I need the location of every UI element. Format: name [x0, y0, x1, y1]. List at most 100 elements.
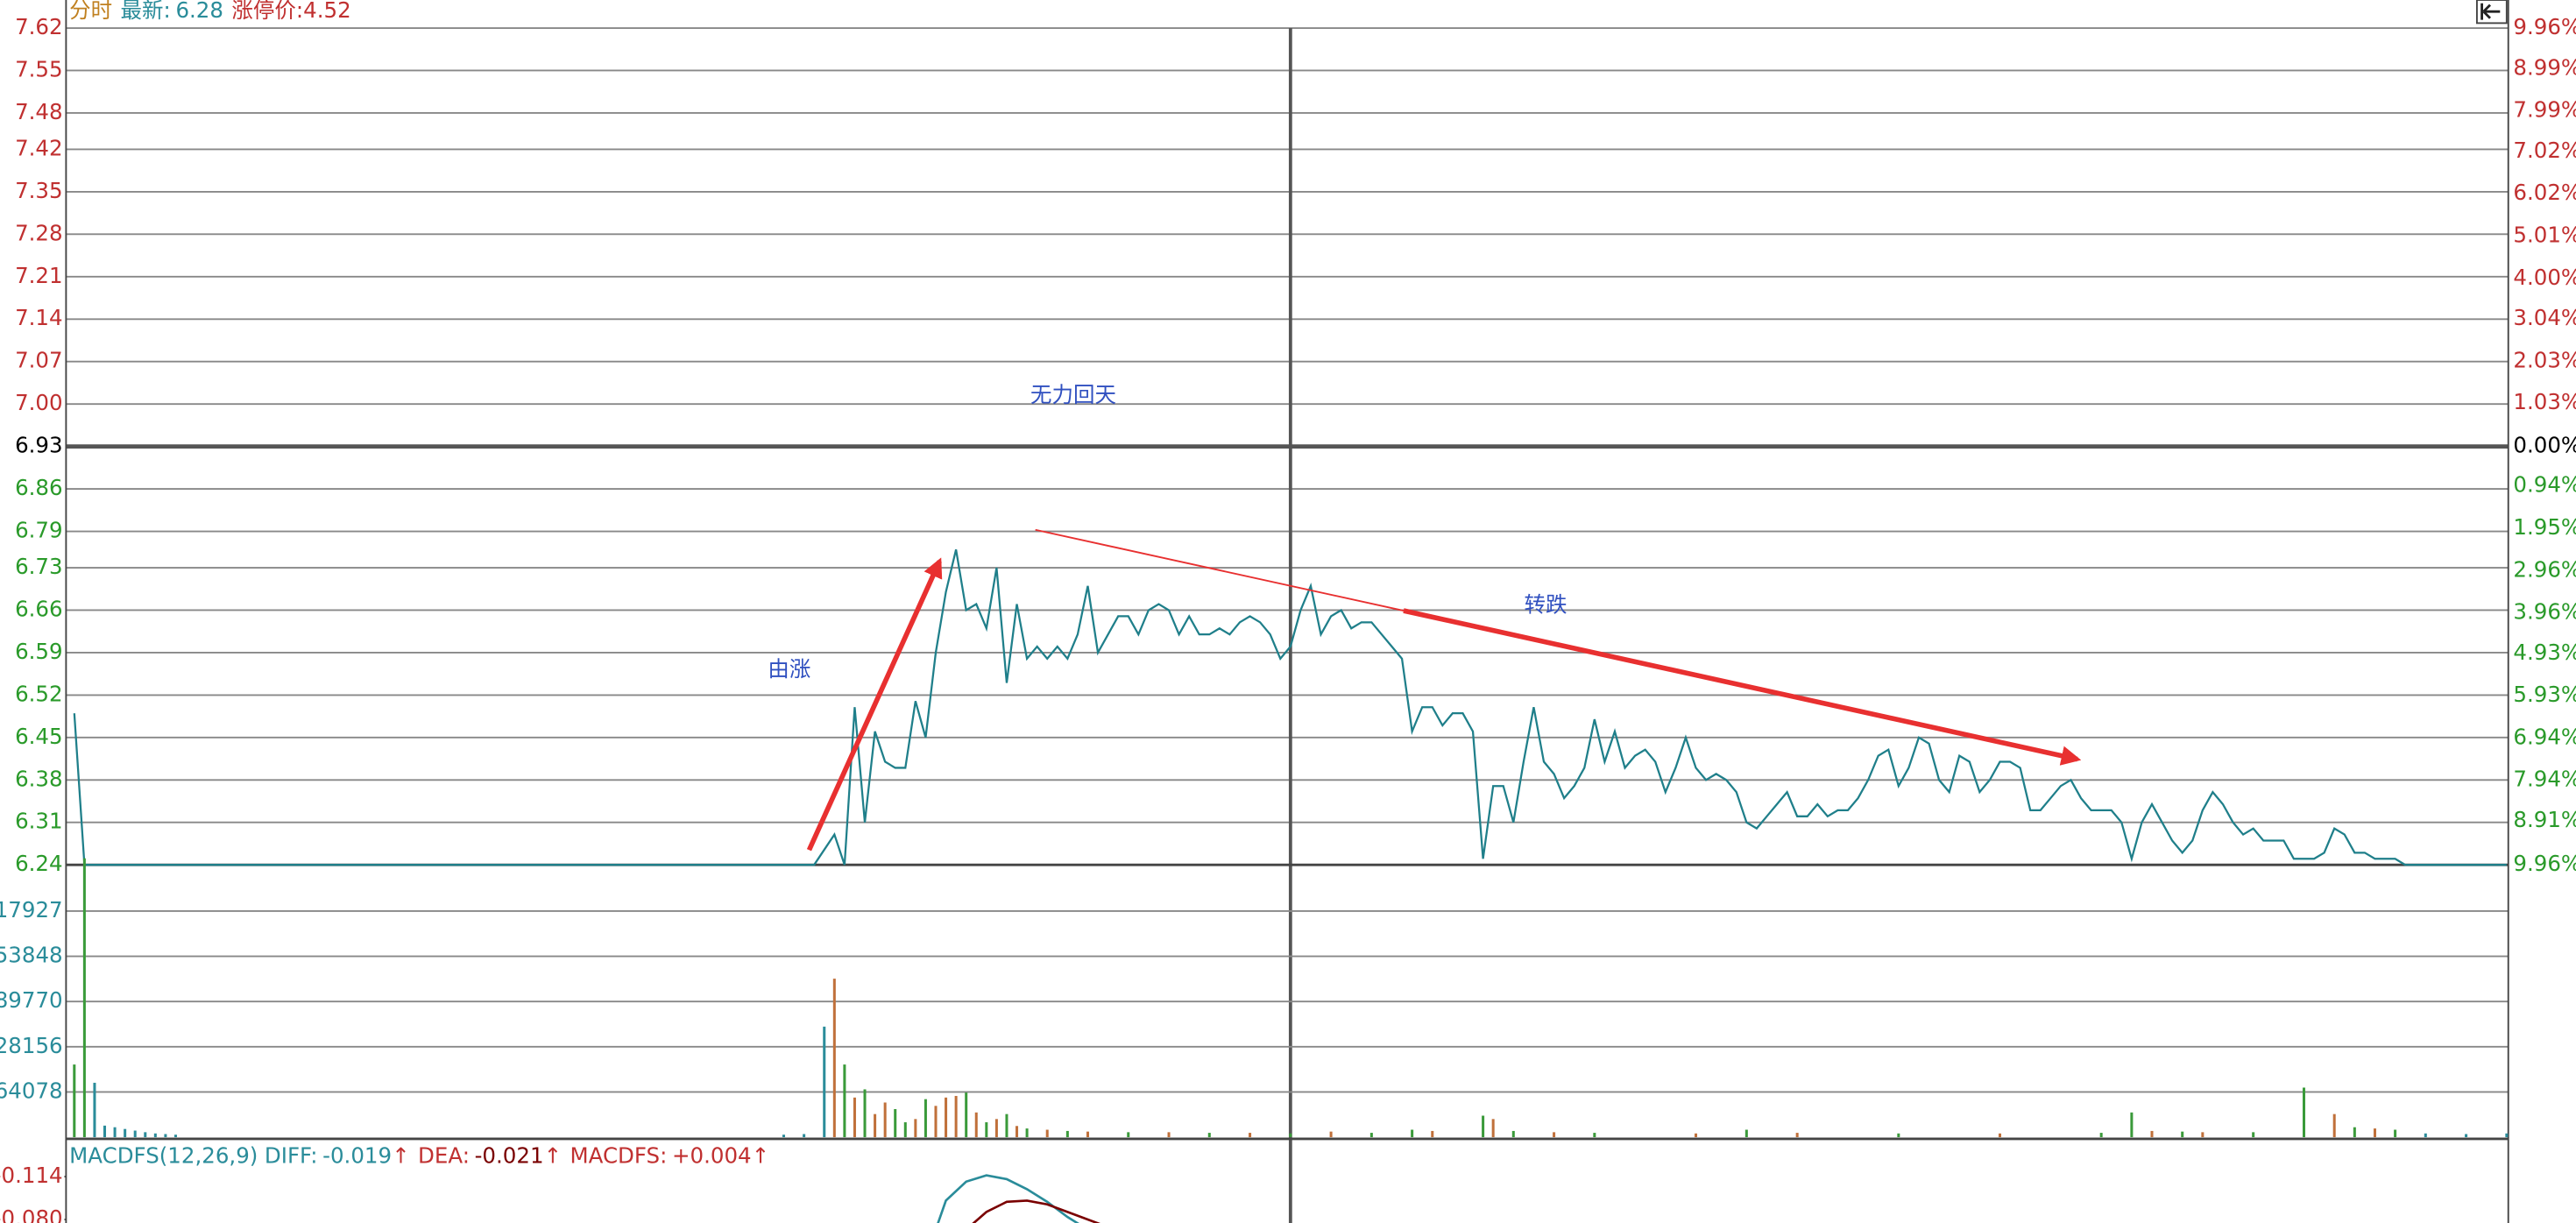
y-tick-label: 6.38 [15, 766, 63, 791]
volume-bar [1086, 1131, 1089, 1138]
limit-value: 4.52 [303, 0, 351, 23]
volume-bar [1593, 1133, 1596, 1138]
y-tick-label: 6.52 [15, 681, 63, 706]
y2-tick-label: 5.01% [2513, 222, 2576, 247]
y2-tick-label: 6.02% [2513, 180, 2576, 205]
volume-bar [1482, 1115, 1485, 1138]
annotation-arrow [1403, 608, 2082, 766]
macd-tick-label: -0.080 [0, 1205, 63, 1223]
y2-tick-label: 9.96% [2513, 14, 2576, 39]
volume-bar [144, 1132, 147, 1138]
volume-bar [2505, 1133, 2509, 1138]
volume-bar [903, 1122, 907, 1138]
volume-bar [1431, 1130, 1434, 1138]
macd-lines [937, 1174, 1100, 1223]
volume-bar [1016, 1126, 1019, 1138]
volume-bar [1491, 1119, 1495, 1138]
marks [73, 549, 2509, 1223]
volume-bar [924, 1099, 927, 1138]
y-tick-label: 6.31 [15, 809, 63, 834]
volume-bar [1553, 1132, 1556, 1138]
volume-bar [1511, 1130, 1515, 1138]
y-tick-label: 7.35 [15, 178, 63, 203]
volume-bar [2130, 1112, 2134, 1138]
header: 分时 最新: 6.28 涨停价:4.52 [69, 0, 351, 23]
macd-line [972, 1199, 1100, 1223]
y-tick-label: 7.62 [15, 14, 63, 39]
y-tick-label: 6.59 [15, 639, 63, 664]
volume-bar [1795, 1133, 1799, 1138]
volume-bar [1744, 1129, 1748, 1138]
collapse-icon-glyph [2480, 3, 2501, 20]
volume-bar [934, 1106, 938, 1138]
y2-tick-label: 2.96% [2513, 557, 2576, 583]
volume-bar [2303, 1087, 2306, 1138]
y2-tick-label: 5.93% [2513, 682, 2576, 707]
volume-bar [823, 1026, 826, 1138]
volume-bar [1045, 1129, 1049, 1138]
y-tick-label: 6.73 [15, 554, 63, 579]
volume-tick-label: 64078 [0, 1078, 63, 1103]
volume-bar [1167, 1132, 1171, 1138]
y-tick-label: 6.79 [15, 518, 63, 543]
volume-bar [883, 1102, 887, 1138]
volume-bar [974, 1112, 978, 1138]
volume-bar [1249, 1133, 1252, 1138]
y-tick-label: 7.00 [15, 390, 63, 415]
volume-tick-label: 89770 [0, 987, 63, 1013]
volume-bar [2099, 1133, 2103, 1138]
volume-bar [2394, 1129, 2397, 1138]
annotation-arrow [806, 557, 943, 852]
y-tick-label: 6.66 [15, 596, 63, 621]
y2-tick-label: 3.04% [2513, 305, 2576, 330]
volume-bar [113, 1127, 117, 1138]
y2-tick-label: 0.94% [2513, 472, 2576, 498]
volume-bar [1005, 1113, 1008, 1138]
macdfs-value: +0.004 [672, 1143, 752, 1169]
y2-tick-label: 2.03% [2513, 347, 2576, 372]
volume-bar [994, 1119, 998, 1138]
volume-bar [2353, 1127, 2356, 1138]
latest-label: 最新: [121, 0, 171, 23]
volume-bar [853, 1097, 856, 1138]
volume-bar [1025, 1128, 1029, 1138]
volume-bar [894, 1108, 897, 1138]
macdfs-trend: ↑ [752, 1143, 770, 1169]
y2-tick-label: 1.03% [2513, 389, 2576, 414]
volume-bar [2465, 1134, 2468, 1138]
volume-bar [1694, 1133, 1698, 1138]
macdfs-label: MACDFS: [570, 1143, 668, 1169]
volume-tick-label: 28156 [0, 1033, 63, 1058]
y-tick-label: 7.14 [15, 305, 63, 330]
legend-dea: DEA: [418, 1143, 470, 1169]
volume-bar [173, 1135, 177, 1138]
diff-value: -0.019 [322, 1143, 392, 1169]
volume-bar [73, 1064, 76, 1138]
volume-bar [945, 1097, 948, 1138]
diff-trend: ↑ [392, 1143, 410, 1169]
annotation: 无力回天 [1030, 382, 1116, 407]
y2-tick-label: 8.99% [2513, 55, 2576, 81]
volume-bar [1411, 1129, 1414, 1138]
volume-bar [863, 1089, 867, 1138]
macd-tick-label: -0.114 [0, 1163, 63, 1188]
volume-bar [985, 1122, 988, 1138]
volume-bar [2252, 1132, 2255, 1138]
volume-bar [103, 1125, 107, 1138]
volume-bar [803, 1134, 806, 1138]
volume-bar [164, 1134, 167, 1138]
y2-tick-label: 7.99% [2513, 96, 2576, 122]
y-tick-label: 6.24 [15, 851, 63, 876]
dea-value: -0.021 [475, 1143, 544, 1169]
volume-bar [843, 1064, 846, 1138]
volume-bar [2201, 1132, 2204, 1138]
volume-bar [2332, 1113, 2336, 1138]
y-tick-label: 6.93 [15, 433, 63, 458]
macd-header: MACDFS(12,26,9) DIFF: -0.019↑ DEA: -0.021↑ MA… [69, 1143, 769, 1169]
volume-bar [1127, 1132, 1130, 1138]
y-tick-label: 7.07 [15, 348, 63, 373]
volume-bar [1369, 1133, 1373, 1138]
annotation-line [1035, 528, 1405, 612]
